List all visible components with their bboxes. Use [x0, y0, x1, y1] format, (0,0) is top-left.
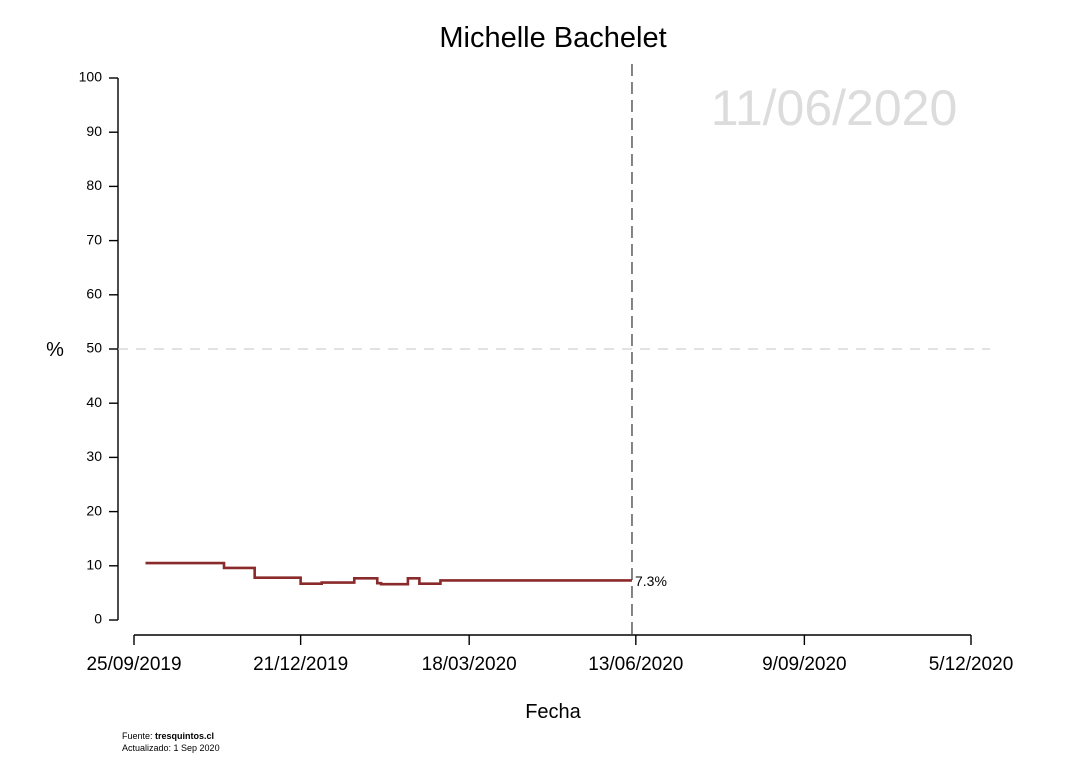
y-tick-label: 0 — [94, 611, 102, 627]
reference-lines — [118, 64, 990, 635]
source-note: Fuente: tresquintos.cl — [122, 731, 214, 741]
y-tick-label: 90 — [86, 123, 102, 139]
y-tick-label: 30 — [86, 448, 102, 464]
current-date-watermark: 11/06/2020 — [711, 80, 958, 136]
y-tick-label: 80 — [86, 177, 102, 193]
x-tick-label: 13/06/2020 — [588, 654, 683, 675]
y-tick-label: 20 — [86, 502, 102, 518]
x-tick-label: 18/03/2020 — [422, 654, 517, 675]
y-tick-label: 60 — [86, 286, 102, 302]
y-tick-label: 100 — [79, 69, 103, 85]
y-tick-label: 50 — [86, 340, 102, 356]
y-tick-label: 40 — [86, 394, 102, 410]
x-axis-label: Fecha — [525, 701, 581, 723]
x-axis: 25/09/2019 21/12/2019 18/03/2020 13/06/2020… — [86, 634, 1014, 675]
source-site: tresquintos.cl — [155, 731, 214, 741]
x-tick-label: 25/09/2019 — [86, 654, 181, 675]
x-tick-label: 5/12/2020 — [929, 654, 1014, 675]
x-tick-label: 21/12/2019 — [253, 654, 348, 675]
source-prefix: Fuente: — [122, 731, 155, 741]
y-tick-label: 10 — [86, 557, 102, 573]
chart-title: Michelle Bachelet — [439, 22, 666, 54]
y-axis-label: % — [46, 339, 64, 361]
y-tick-label: 70 — [86, 231, 102, 247]
series-line — [145, 561, 632, 586]
end-value-label: 7.3% — [635, 573, 667, 589]
y-axis: 0 10 20 30 40 50 60 70 80 90 100 — [79, 69, 119, 627]
plot-area: 7.3% — [145, 561, 667, 589]
x-tick-label: 9/09/2020 — [762, 654, 847, 675]
updated-note: Actualizado: 1 Sep 2020 — [122, 743, 220, 753]
